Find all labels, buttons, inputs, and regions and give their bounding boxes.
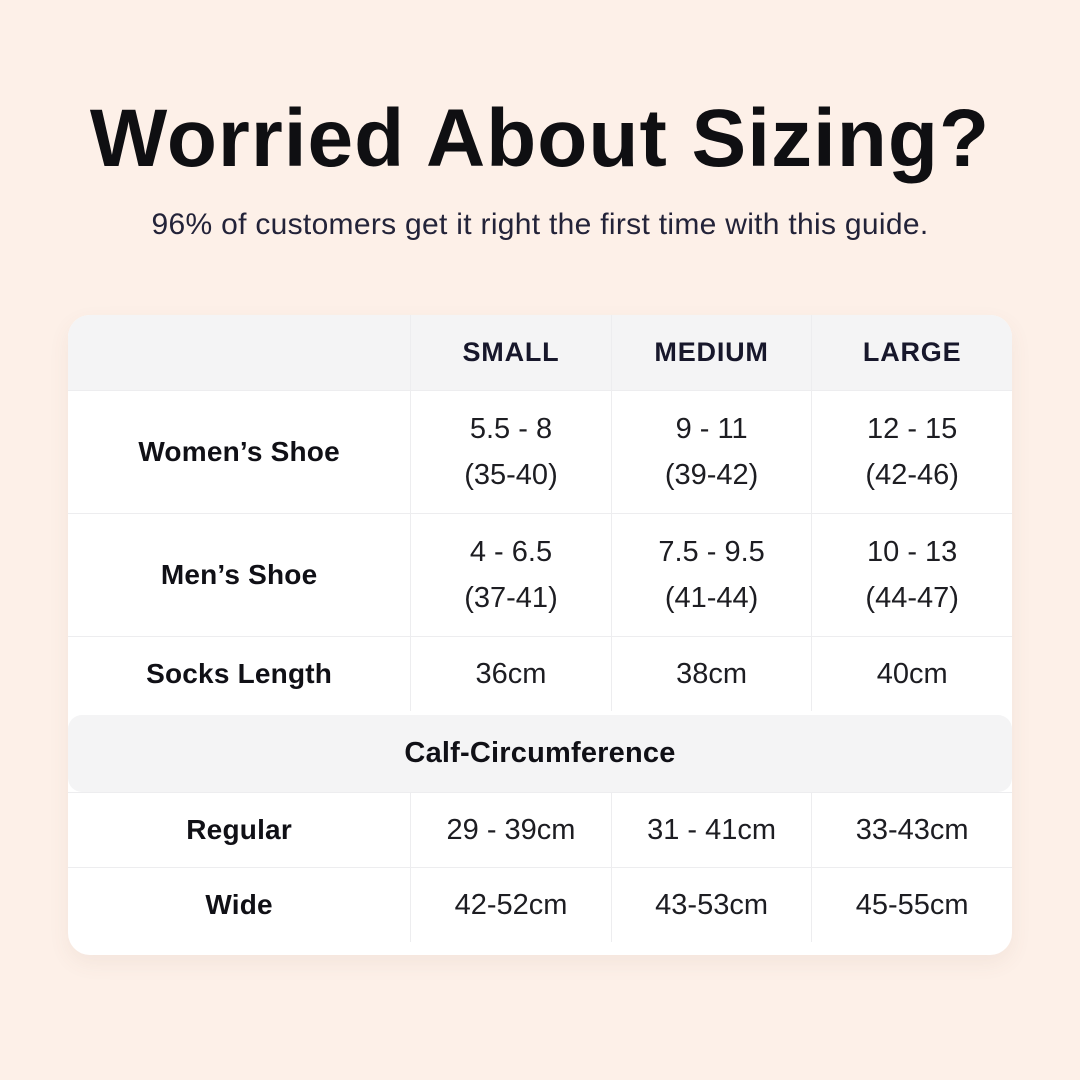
value-cell: 4 - 6.5 (37-41) bbox=[410, 514, 611, 636]
row-label: Regular bbox=[186, 814, 292, 845]
table-header-row: SMALL MEDIUM LARGE bbox=[68, 315, 1012, 390]
value-text: 43-53cm bbox=[655, 889, 768, 921]
corner-cell bbox=[68, 315, 410, 390]
row-label: Men’s Shoe bbox=[160, 559, 318, 590]
value-text: (37-41) bbox=[464, 582, 558, 614]
table-row: Regular 29 - 39cm 31 - 41cm 33-43cm bbox=[68, 792, 1012, 867]
value-text: 4 - 6.5 bbox=[469, 536, 553, 568]
page-subtitle: 96% of customers get it right the first … bbox=[151, 208, 929, 241]
value-text: 45-55cm bbox=[855, 889, 969, 921]
value-text: 36cm bbox=[475, 658, 547, 690]
value-text: (35-40) bbox=[464, 459, 558, 491]
row-label-cell: Women’s Shoe bbox=[68, 391, 410, 513]
row-label-cell: Regular bbox=[68, 793, 410, 867]
value-text: 10 - 13 bbox=[867, 536, 958, 568]
value-text: (44-47) bbox=[865, 582, 959, 614]
value-cell: 33-43cm bbox=[811, 793, 1012, 867]
value-text: 42-52cm bbox=[454, 889, 568, 921]
value-cell: 36cm bbox=[410, 637, 611, 711]
value-text: (41-44) bbox=[664, 582, 759, 614]
table-row: Wide 42-52cm 43-53cm 45-55cm bbox=[68, 867, 1012, 942]
table-row: Men’s Shoe 4 - 6.5 (37-41) 7.5 - 9.5 (41-44)… bbox=[68, 513, 1012, 636]
value-cell: 31 - 41cm bbox=[610, 793, 812, 867]
row-label-cell: Socks Length bbox=[68, 637, 410, 711]
column-header: LARGE bbox=[811, 315, 1012, 390]
value-text: 7.5 - 9.5 bbox=[658, 536, 765, 568]
value-cell: 29 - 39cm bbox=[410, 793, 611, 867]
column-header-label: LARGE bbox=[862, 337, 962, 367]
column-header: SMALL bbox=[410, 315, 611, 390]
page-title: Worried About Sizing? bbox=[89, 93, 991, 184]
value-cell: 38cm bbox=[610, 637, 812, 711]
value-text: 40cm bbox=[876, 658, 948, 690]
value-cell: 12 - 15 (42-46) bbox=[811, 391, 1012, 513]
value-text: 33-43cm bbox=[855, 814, 969, 846]
value-cell: 40cm bbox=[811, 637, 1012, 711]
row-label-cell: Men’s Shoe bbox=[68, 514, 410, 636]
sizing-table: SMALL MEDIUM LARGE Women’s Shoe 5.5 - 8 (35-4… bbox=[68, 315, 1012, 955]
table-row: Socks Length 36cm 38cm 40cm bbox=[68, 636, 1012, 711]
row-label: Socks Length bbox=[146, 658, 333, 689]
column-header-label: MEDIUM bbox=[654, 337, 769, 367]
value-text: 5.5 - 8 bbox=[469, 413, 553, 445]
value-text: 31 - 41cm bbox=[647, 814, 777, 846]
column-header-label: SMALL bbox=[462, 337, 560, 367]
value-cell: 7.5 - 9.5 (41-44) bbox=[610, 514, 812, 636]
section-header-band: Calf-Circumference bbox=[68, 715, 1012, 792]
value-text: 29 - 39cm bbox=[446, 814, 576, 846]
value-text: 12 - 15 bbox=[867, 413, 958, 445]
table-row: Women’s Shoe 5.5 - 8 (35-40) 9 - 11 (39-42) 1… bbox=[68, 390, 1012, 513]
row-label: Wide bbox=[205, 889, 273, 920]
value-cell: 43-53cm bbox=[610, 868, 812, 942]
row-label-cell: Wide bbox=[68, 868, 410, 942]
value-cell: 10 - 13 (44-47) bbox=[811, 514, 1012, 636]
value-cell: 9 - 11 (39-42) bbox=[610, 391, 812, 513]
value-cell: 5.5 - 8 (35-40) bbox=[410, 391, 611, 513]
value-text: (42-46) bbox=[865, 459, 959, 491]
value-text: 38cm bbox=[676, 658, 748, 690]
value-cell: 45-55cm bbox=[811, 868, 1012, 942]
value-text: (39-42) bbox=[664, 459, 759, 491]
value-cell: 42-52cm bbox=[410, 868, 611, 942]
column-header: MEDIUM bbox=[610, 315, 812, 390]
section-header-label: Calf-Circumference bbox=[404, 737, 676, 769]
value-text: 9 - 11 bbox=[675, 413, 748, 445]
row-label: Women’s Shoe bbox=[138, 436, 340, 467]
